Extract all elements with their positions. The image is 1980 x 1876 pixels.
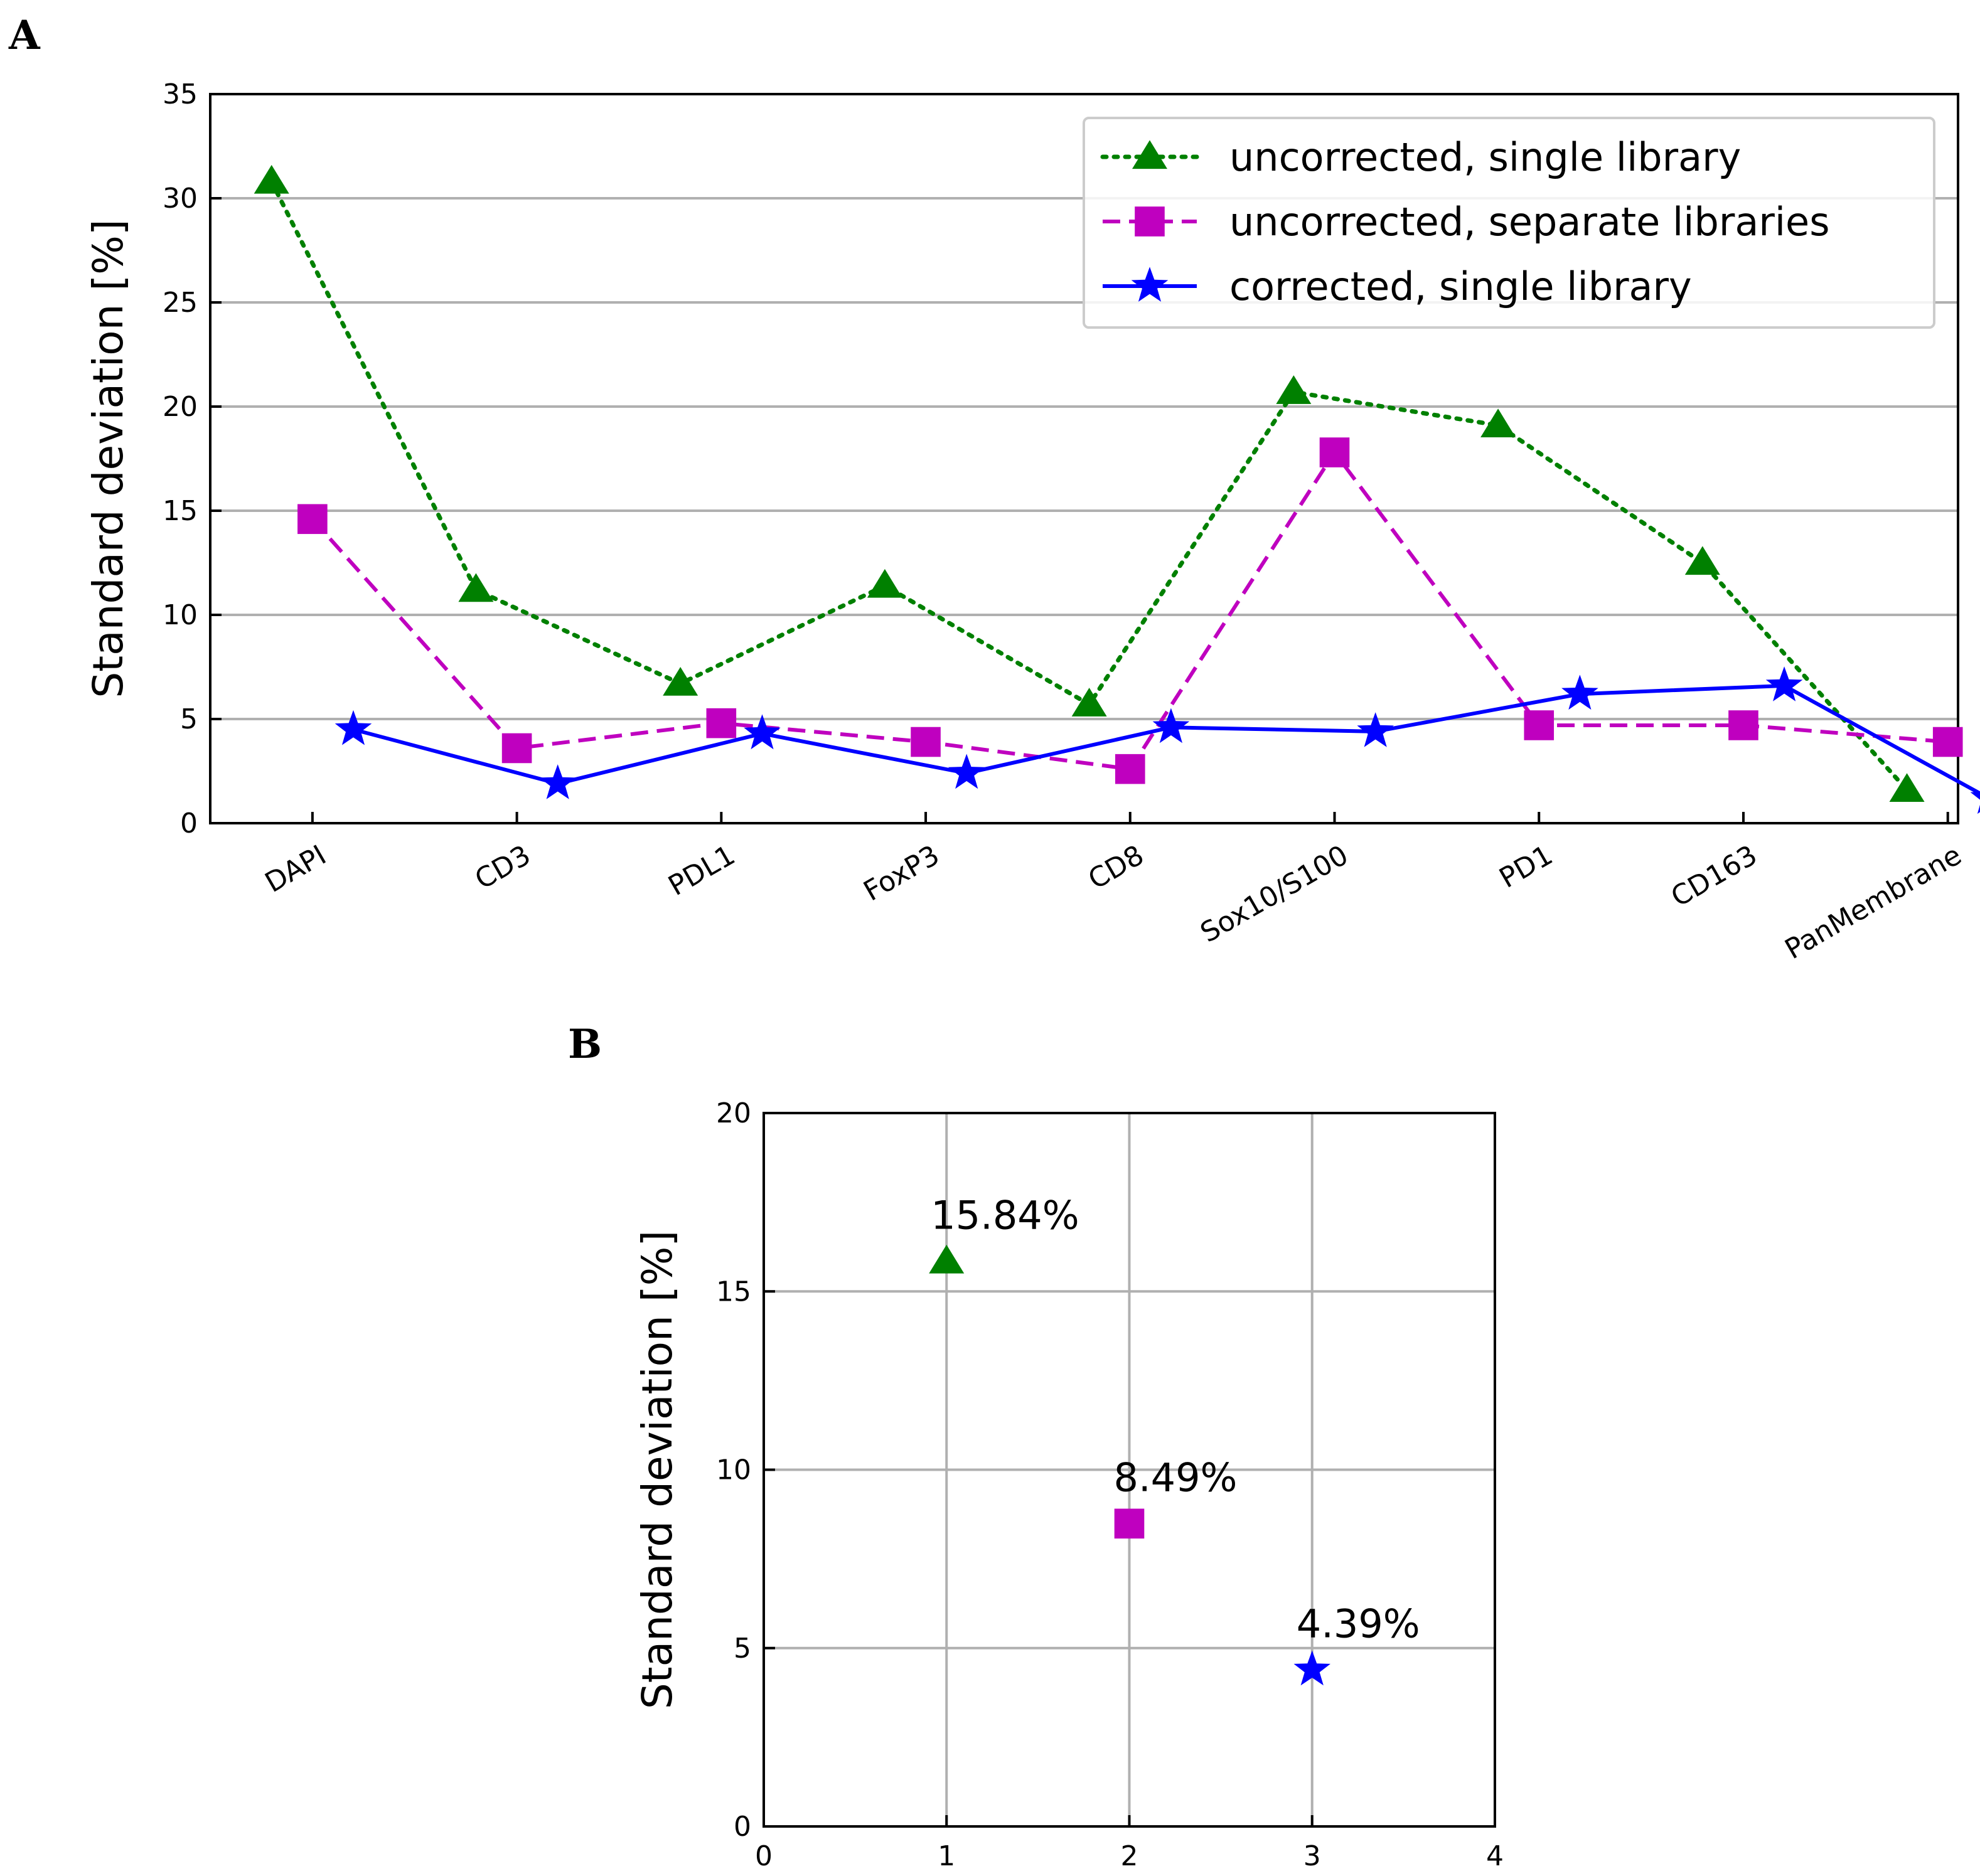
y-axis-title: Standard deviation [%]: [633, 1230, 682, 1709]
data-point-s1-1: [501, 733, 532, 764]
data-point-s2-3: [948, 754, 985, 789]
data-point-s0-3: [867, 568, 902, 598]
x-tick-label: PD1: [1494, 839, 1558, 894]
data-label: 4.39%: [1297, 1601, 1420, 1646]
y-tick-label: 25: [163, 287, 198, 319]
data-point-s2-0: [334, 710, 372, 745]
data-point-s0-0: [254, 164, 289, 194]
data-point-s0-7: [1684, 546, 1720, 575]
x-tick-label: 0: [755, 1840, 773, 1872]
data-label: 15.84%: [931, 1192, 1079, 1238]
y-tick-label: 20: [716, 1097, 751, 1129]
legend-marker-1: [1135, 206, 1165, 237]
data-point-2: [1293, 1650, 1330, 1686]
x-tick-label: 2: [1121, 1840, 1138, 1872]
chart-a: 0 5 10 15 20 25 30 35 DAPI CD3 PDL1 FoxP3 CD8 Sox10/S…: [84, 78, 1980, 966]
y-tick-label: 15: [163, 495, 198, 527]
y-tick-label: 5: [734, 1633, 751, 1665]
data-label: 8.49%: [1114, 1454, 1238, 1500]
data-point-s0-6: [1480, 408, 1516, 438]
x-tick-label: CD3: [469, 839, 536, 895]
legend-label: uncorrected, single library: [1229, 134, 1741, 180]
data-point-s0-1: [458, 573, 494, 602]
data-point-1: [1114, 1508, 1145, 1539]
x-tick-label: 3: [1303, 1840, 1321, 1872]
y-tick-label: 20: [163, 391, 198, 423]
data-point-s2-7: [1765, 666, 1803, 701]
data-point-s0-4: [1071, 688, 1107, 717]
y-tick-label: 0: [180, 807, 198, 839]
chart-b: 0 5 10 15 20 0 1 2 3 4 Standard deviation [%] 15.84…: [633, 1097, 1504, 1872]
x-tick-label: PDL1: [663, 839, 741, 902]
data-point-s1-3: [911, 727, 941, 757]
data-point-s1-5: [1319, 437, 1350, 467]
data-point-s1-8: [1932, 727, 1963, 757]
legend-marker-2: [1131, 267, 1169, 302]
y-axis-title: Standard deviation [%]: [84, 219, 132, 698]
legend-label: corrected, single library: [1229, 264, 1692, 309]
data-point-s2-6: [1561, 674, 1598, 710]
panel-a-label: A: [8, 12, 41, 59]
y-tick-label: 35: [163, 78, 198, 110]
panel-b-label: B: [568, 1021, 602, 1068]
y-tick-label: 10: [163, 599, 198, 631]
data-point-s2-5: [1357, 712, 1394, 747]
x-tick-label: PanMembrane: [1780, 839, 1967, 966]
x-tick-label: FoxP3: [859, 839, 945, 907]
data-point-s2-2: [744, 714, 781, 750]
data-point-s0-5: [1276, 375, 1312, 404]
data-point-s1-0: [297, 504, 328, 535]
series-line-2: [353, 683, 1980, 796]
data-point-s2-4: [1152, 708, 1190, 743]
y-tick-label: 0: [734, 1811, 751, 1843]
x-tick-label: 4: [1486, 1840, 1504, 1872]
data-point-s1-6: [1524, 710, 1555, 740]
x-tick-label: DAPI: [260, 839, 331, 899]
data-point-0: [929, 1244, 965, 1274]
x-tick-label: 1: [938, 1840, 955, 1872]
data-point-s1-2: [706, 708, 737, 738]
data-point-s1-7: [1728, 710, 1758, 740]
legend-marker-0: [1132, 140, 1167, 169]
legend-box: [1083, 117, 1935, 329]
y-tick-label: 5: [180, 703, 198, 735]
x-tick-label: Sox10/S100: [1195, 839, 1354, 949]
data-point-s2-1: [539, 764, 576, 799]
y-tick-label: 10: [716, 1454, 751, 1486]
y-tick-label: 15: [716, 1276, 751, 1308]
data-point-s0-2: [663, 666, 698, 696]
legend-label: uncorrected, separate libraries: [1229, 199, 1830, 245]
data-point-s0-8: [1889, 773, 1925, 802]
y-tick-label: 30: [163, 183, 198, 215]
x-tick-label: CD8: [1083, 839, 1150, 895]
x-tick-label: CD163: [1666, 839, 1762, 913]
series-line-1: [311, 449, 1948, 771]
data-point-s1-4: [1115, 754, 1145, 784]
plot-frame: [209, 93, 1959, 824]
data-point-s2-8: [1970, 792, 1980, 814]
